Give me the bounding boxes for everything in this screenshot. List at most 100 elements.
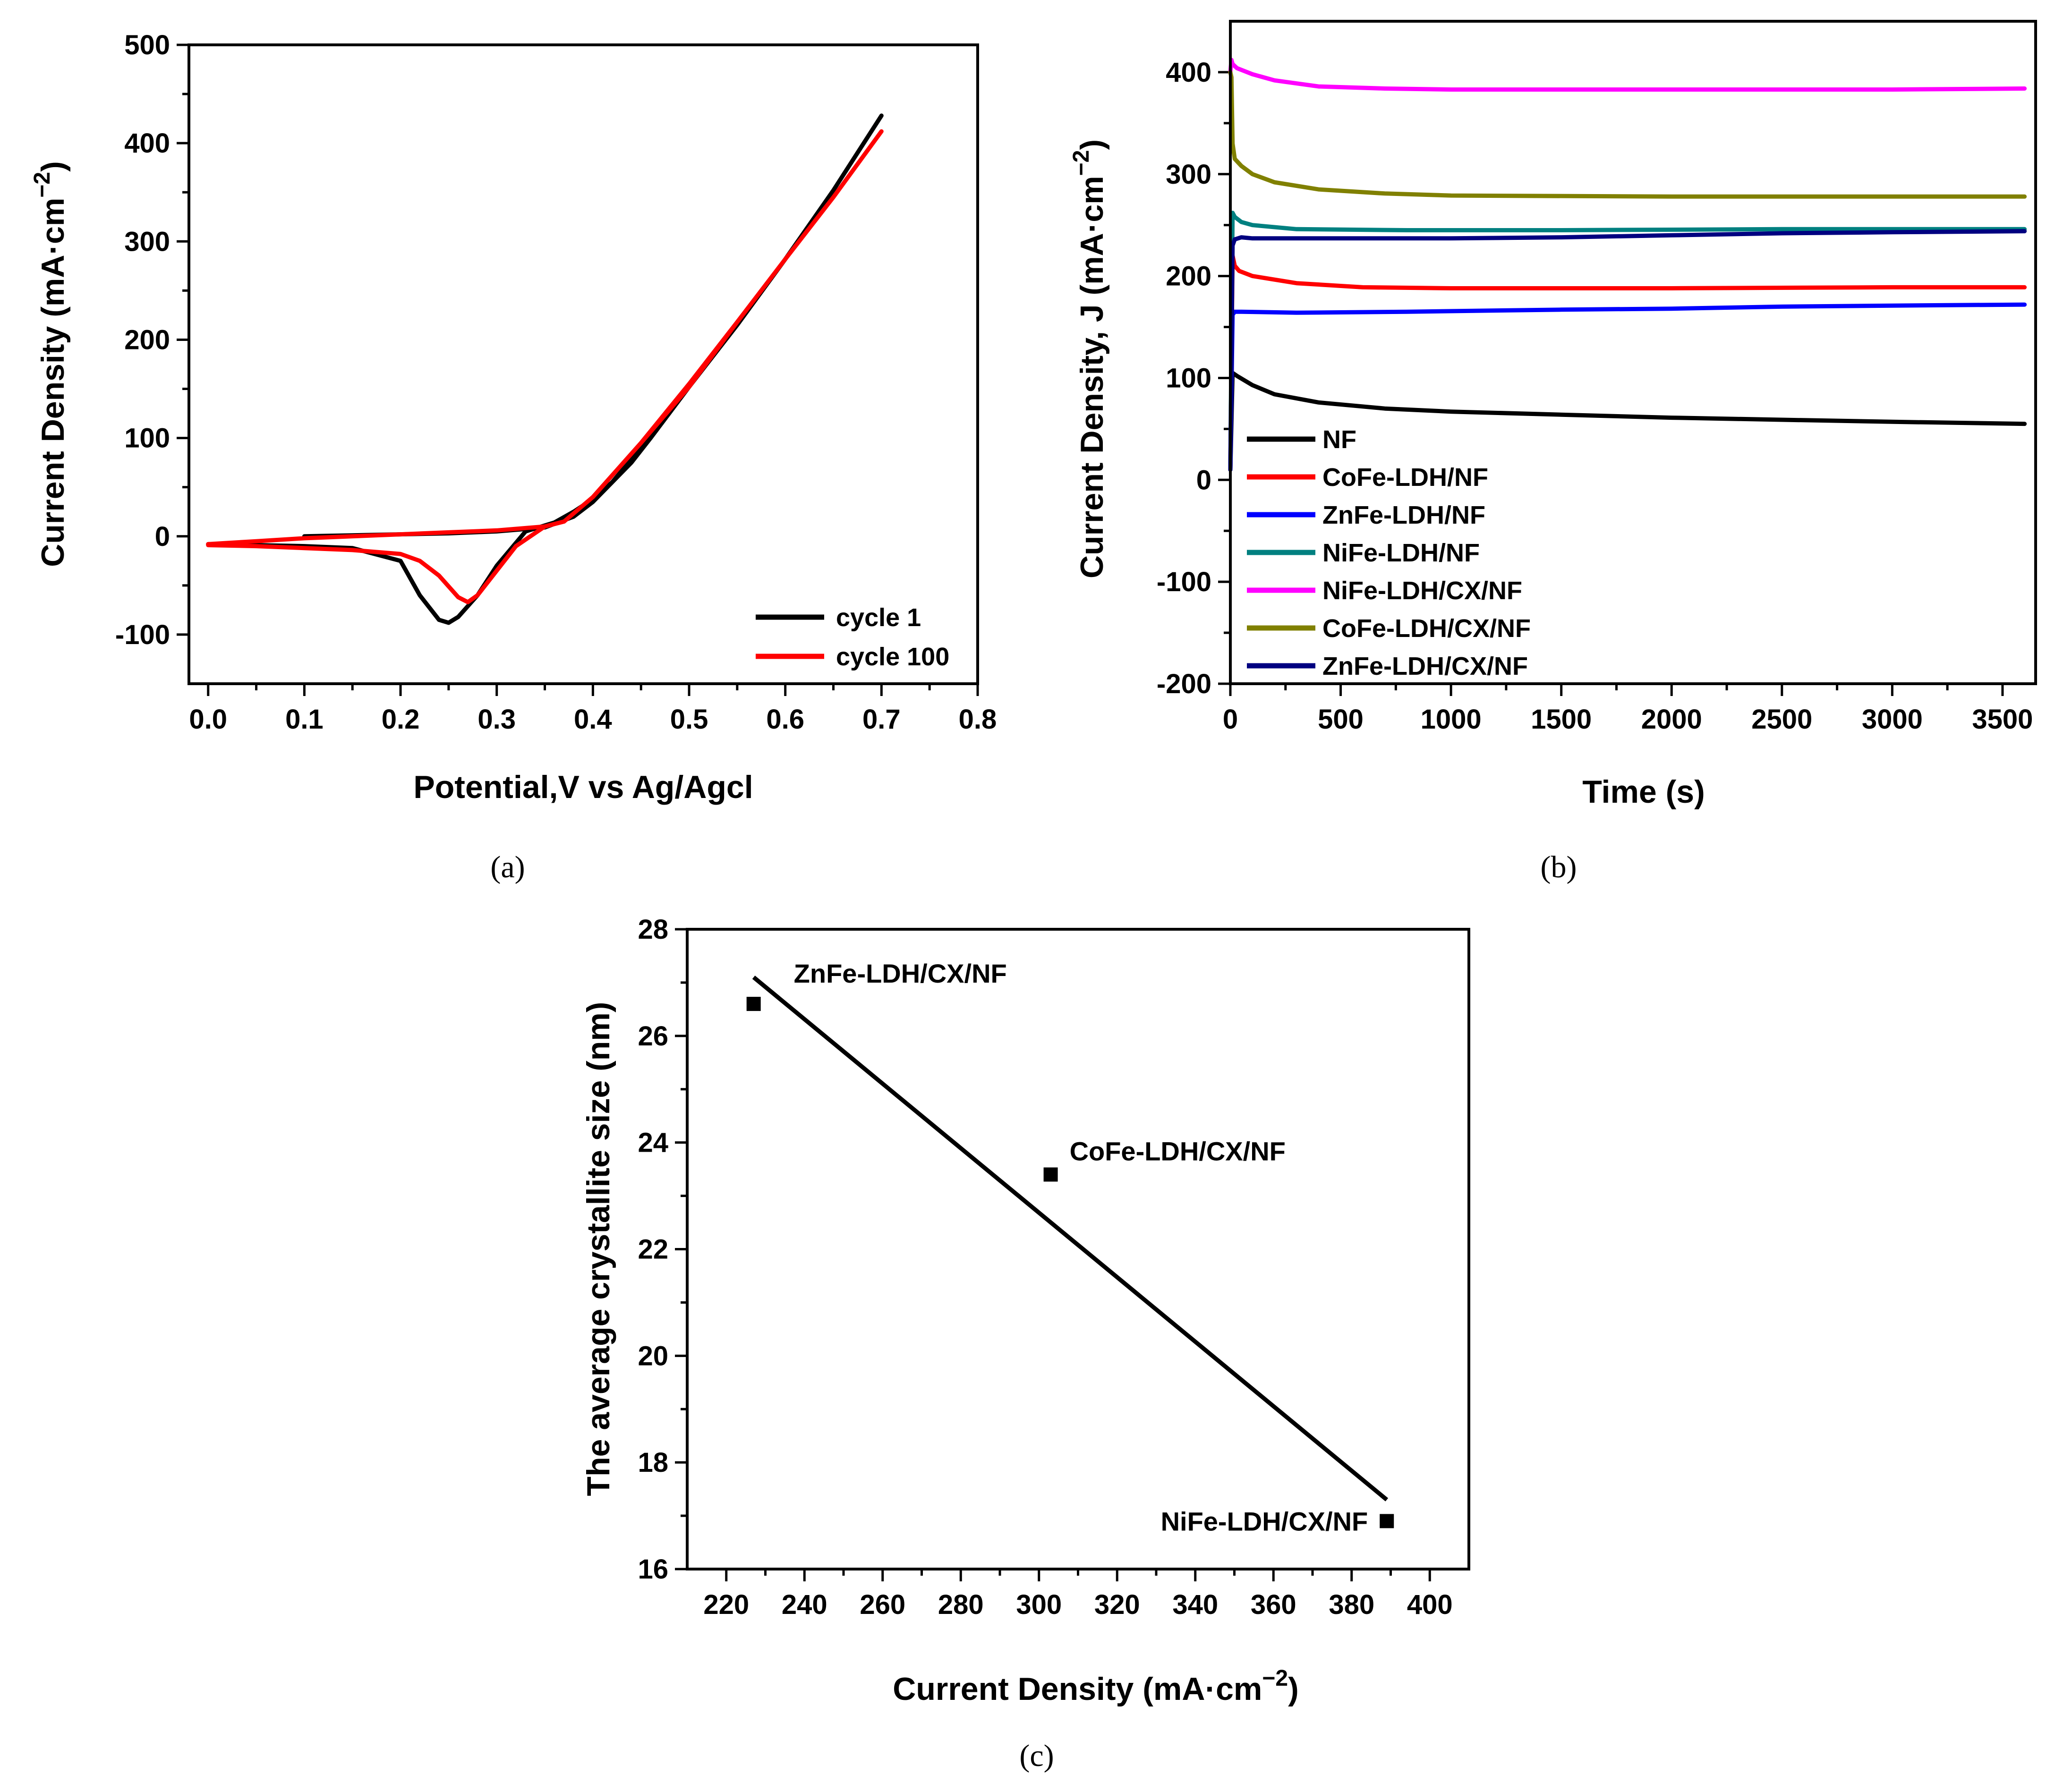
panel-a-ytick-label: 0 xyxy=(155,521,170,552)
panel-c-point-nife-ldh-cx-nf xyxy=(1380,1514,1394,1528)
panel-a-ylabel: Current Density (mA·cm−2) xyxy=(30,161,71,567)
panel-b-xtick-label: 0 xyxy=(1223,704,1238,735)
panel-c-ytick-label: 16 xyxy=(638,1554,668,1585)
panel-a-label: (a) xyxy=(490,850,525,884)
panel-c-ylabel: The average crystallite size (nm) xyxy=(580,1002,616,1496)
panel-b-ylabel-sup: −2 xyxy=(1069,150,1094,176)
panel-c-ytick-label: 20 xyxy=(638,1341,668,1371)
panel-c-xtick-label: 360 xyxy=(1251,1589,1296,1620)
panel-a-legend: cycle 1 cycle 100 xyxy=(756,603,949,671)
panel-b-xtick-label: 3500 xyxy=(1972,704,2033,735)
panel-a-xtick-label: 0.4 xyxy=(574,704,612,735)
panel-b-series-nf xyxy=(1228,371,2027,472)
panel-c-ytick-label: 24 xyxy=(638,1128,668,1158)
panel-a-ylabel-main: Current Density (mA·cm xyxy=(35,198,71,567)
panel-c-xtick-label: 340 xyxy=(1172,1589,1218,1620)
panel-c-ytick-label: 26 xyxy=(638,1021,668,1052)
panel-a-series xyxy=(206,113,884,625)
panel-c-ytick-label: 22 xyxy=(638,1234,668,1265)
panel-c-series: ZnFe-LDH/CX/NF CoFe-LDH/CX/NF NiFe-LDH/CX/… xyxy=(746,959,1394,1536)
panel-a-xlabel: Potential,V vs Ag/Agcl xyxy=(413,769,753,805)
panel-c-xtick-label: 240 xyxy=(782,1589,827,1620)
panel-b-xtick-label: 3000 xyxy=(1862,704,1923,735)
panel-a-xtick-label: 0.3 xyxy=(477,704,516,735)
panel-b-legend: NF CoFe-LDH/NF ZnFe-LDH/NF NiFe-LDH/NF NiFe-… xyxy=(1247,425,1531,680)
panel-b-ytick-label: 300 xyxy=(1166,159,1211,190)
svg-text:Current Density (mA·cm−2): Current Density (mA·cm−2) xyxy=(30,161,71,567)
panel-c-ytick-label: 18 xyxy=(638,1447,668,1478)
panel-c-xtick-label: 220 xyxy=(703,1589,749,1620)
panel-c-xtick-label: 280 xyxy=(938,1589,984,1620)
panel-a-series-cycle-100 xyxy=(206,129,884,604)
panel-b-ytick-label: 400 xyxy=(1166,57,1211,88)
panel-a-ytick-label: -100 xyxy=(115,620,170,650)
legend-label-nf: NF xyxy=(1322,425,1356,454)
panel-b-ylabel: Current Density, J (mA·cm−2) xyxy=(1069,139,1110,578)
panel-c-point-znfe-ldh-cx-nf xyxy=(746,997,761,1011)
panel-c-fit-line xyxy=(752,976,1389,1502)
panel-a-ytick-label: 400 xyxy=(124,128,170,159)
panel-b-xtick-label: 2500 xyxy=(1751,704,1812,735)
panel-b-ytick-label: -100 xyxy=(1157,567,1211,597)
panel-c-xlabel-sup: −2 xyxy=(1262,1666,1288,1691)
panel-b-ytick-label: -200 xyxy=(1157,669,1211,699)
panel-b-xtick-label: 2000 xyxy=(1641,704,1702,735)
panel-a-ylabel-sup: −2 xyxy=(30,172,55,198)
panel-a-ytick-label: 300 xyxy=(124,226,170,257)
panel-a-xtick-label: 0.8 xyxy=(959,704,997,735)
panel-a-plot-frame xyxy=(188,43,979,685)
panel-b-label: (b) xyxy=(1541,850,1577,884)
panel-a-ytick-label: 100 xyxy=(124,423,170,454)
panel-c-point-label-cofe-ldh-cx-nf: CoFe-LDH/CX/NF xyxy=(1070,1136,1286,1166)
panel-b-series-nife-ldh-cx-nf xyxy=(1228,58,2027,92)
panel-b-ytick-label: 0 xyxy=(1196,465,1211,495)
panel-c-xtick-label: 400 xyxy=(1407,1589,1453,1620)
legend-label-nife-ldh-nf: NiFe-LDH/NF xyxy=(1322,539,1480,567)
panel-c-point-cofe-ldh-cx-nf xyxy=(1043,1167,1058,1182)
panel-c-xtick-label: 380 xyxy=(1329,1589,1374,1620)
panel-a-ytick-label: 500 xyxy=(124,30,170,60)
panel-c-ticks: 220 240 260 280 300 320 340 360 380 400 16 18 20 22 24… xyxy=(638,914,1452,1620)
legend-label-cycle-1: cycle 1 xyxy=(836,603,921,632)
panel-b-ytick-label: 100 xyxy=(1166,363,1211,393)
legend-label-cofe-ldh-cx-nf: CoFe-LDH/CX/NF xyxy=(1322,614,1531,643)
panel-c-xtick-label: 320 xyxy=(1094,1589,1140,1620)
panel-c-point-label-znfe-ldh-cx-nf: ZnFe-LDH/CX/NF xyxy=(794,959,1007,988)
panel-a-xtick-label: 0.6 xyxy=(766,704,804,735)
panel-c-plot-frame xyxy=(686,928,1470,1570)
panel-c-chart: 220 240 260 280 300 320 340 360 380 400 16 18 20 22 24… xyxy=(580,914,1470,1773)
legend-label-znfe-ldh-cx-nf: ZnFe-LDH/CX/NF xyxy=(1322,652,1528,680)
panel-b-ylabel-main: Current Density, J (mA·cm xyxy=(1074,176,1110,578)
legend-label-cofe-ldh-nf: CoFe-LDH/NF xyxy=(1322,463,1488,492)
panel-a-xtick-label: 0.7 xyxy=(862,704,901,735)
panel-a-xtick-label: 0.0 xyxy=(189,704,227,735)
panel-a-xtick-label: 0.2 xyxy=(382,704,420,735)
panel-b-series xyxy=(1228,58,2027,472)
panel-a-xtick-label: 0.5 xyxy=(670,704,708,735)
panel-b-xtick-label: 500 xyxy=(1318,704,1364,735)
panel-c-point-label-nife-ldh-cx-nf: NiFe-LDH/CX/NF xyxy=(1161,1506,1368,1536)
panel-a-xtick-label: 0.1 xyxy=(285,704,324,735)
panel-c-xtick-label: 260 xyxy=(860,1589,905,1620)
panel-b-series-cofe-ldh-cx-nf xyxy=(1228,70,2027,199)
panel-b-xtick-label: 1500 xyxy=(1531,704,1592,735)
panel-b-series-nife-ldh-nf xyxy=(1228,211,2027,472)
panel-a-ticks: 0.0 0.1 0.2 0.3 0.4 0.5 0.6 0.7 0.8 -100 0 100 200 30… xyxy=(115,30,997,735)
panel-b-xtick-label: 1000 xyxy=(1421,704,1482,735)
panel-b-chart: 0 500 1000 1500 2000 2500 3000 3500 -200 -100 0 100… xyxy=(1069,20,2037,884)
panel-b-ylabel-tail: ) xyxy=(1074,139,1110,150)
panel-c-label: (c) xyxy=(1019,1739,1054,1773)
panel-b-series-znfe-ldh-cx-nf xyxy=(1228,229,2027,472)
panel-b-plot-frame xyxy=(1229,20,2037,685)
legend-label-nife-ldh-cx-nf: NiFe-LDH/CX/NF xyxy=(1322,577,1522,605)
panel-a-ylabel-tail: ) xyxy=(35,161,71,172)
panel-a-ytick-label: 200 xyxy=(124,324,170,355)
panel-b-ytick-label: 200 xyxy=(1166,261,1211,292)
panel-c-xlabel-main: Current Density (mA·cm xyxy=(893,1671,1262,1707)
panel-b-xlabel: Time (s) xyxy=(1582,774,1705,810)
panel-c-xlabel-tail: ) xyxy=(1288,1671,1299,1707)
svg-text:Current Density, J (mA·cm−2): Current Density, J (mA·cm−2) xyxy=(1069,139,1110,578)
panel-a-chart: 0.0 0.1 0.2 0.3 0.4 0.5 0.6 0.7 0.8 -100 0 100 200 30… xyxy=(30,30,997,884)
panel-c-ytick-label: 28 xyxy=(638,914,668,945)
